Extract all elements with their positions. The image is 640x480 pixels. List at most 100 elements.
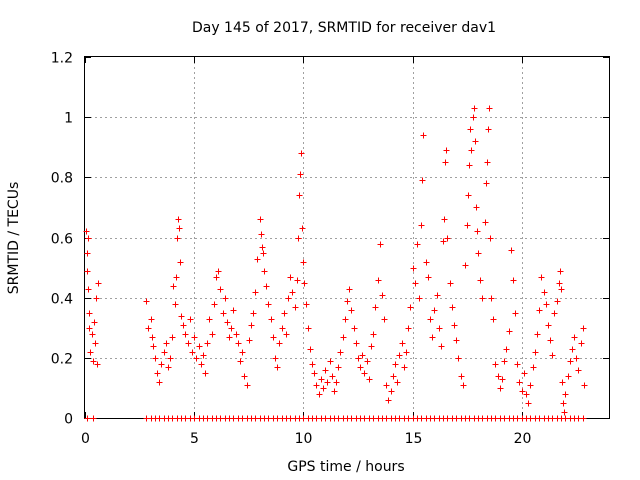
data-point bbox=[464, 222, 471, 229]
data-point bbox=[270, 334, 277, 341]
data-point bbox=[468, 147, 475, 154]
data-point bbox=[222, 295, 229, 302]
data-point bbox=[145, 325, 152, 332]
data-point bbox=[173, 274, 180, 281]
data-point bbox=[488, 295, 495, 302]
data-point bbox=[180, 322, 187, 329]
data-point bbox=[503, 346, 510, 353]
data-point bbox=[558, 286, 565, 293]
data-point bbox=[213, 274, 220, 281]
data-point bbox=[260, 250, 267, 257]
y-tick-label: 0.8 bbox=[51, 171, 73, 187]
data-point bbox=[497, 385, 504, 392]
data-point bbox=[396, 352, 403, 359]
data-point bbox=[377, 241, 384, 248]
data-point bbox=[516, 379, 523, 386]
data-point bbox=[414, 241, 421, 248]
data-point bbox=[86, 325, 93, 332]
data-point bbox=[281, 310, 288, 317]
data-point bbox=[441, 216, 448, 223]
data-point bbox=[331, 388, 338, 395]
data-point bbox=[301, 280, 308, 287]
data-point bbox=[257, 216, 264, 223]
data-point bbox=[226, 334, 233, 341]
x-tick-label: 20 bbox=[514, 431, 532, 447]
data-point bbox=[202, 370, 209, 377]
data-point bbox=[551, 310, 558, 317]
data-point bbox=[519, 388, 526, 395]
data-point bbox=[388, 388, 395, 395]
data-point bbox=[473, 204, 480, 211]
data-point bbox=[560, 400, 567, 407]
data-point bbox=[512, 310, 519, 317]
data-point bbox=[87, 349, 94, 356]
data-point bbox=[580, 325, 587, 332]
data-point bbox=[532, 349, 539, 356]
data-point bbox=[410, 265, 417, 272]
data-point bbox=[390, 373, 397, 380]
data-point bbox=[307, 346, 314, 353]
data-point bbox=[258, 231, 265, 238]
data-point bbox=[287, 274, 294, 281]
data-point bbox=[322, 367, 329, 374]
data-point bbox=[420, 132, 427, 139]
data-point bbox=[265, 301, 272, 308]
data-point bbox=[285, 295, 292, 302]
data-point bbox=[449, 304, 456, 311]
axis-ticks: 0 0.2 0.4 0.6 0.8 1 1.2 0 5 10 15 20 bbox=[51, 51, 609, 447]
data-point bbox=[246, 337, 253, 344]
data-point bbox=[578, 340, 585, 347]
data-point bbox=[167, 355, 174, 362]
data-point bbox=[482, 219, 489, 226]
data-point bbox=[191, 334, 198, 341]
data-point bbox=[351, 325, 358, 332]
data-point bbox=[241, 373, 248, 380]
data-point bbox=[90, 358, 97, 365]
data-point bbox=[252, 289, 259, 296]
data-point bbox=[169, 334, 176, 341]
data-point bbox=[394, 379, 401, 386]
data-point bbox=[530, 364, 537, 371]
data-point bbox=[254, 256, 261, 263]
data-point bbox=[372, 304, 379, 311]
data-point bbox=[556, 280, 563, 287]
data-point bbox=[163, 340, 170, 347]
data-point bbox=[554, 298, 561, 305]
data-point bbox=[283, 331, 290, 338]
data-point bbox=[177, 259, 184, 266]
data-point bbox=[407, 304, 414, 311]
data-point bbox=[581, 382, 588, 389]
data-point bbox=[83, 228, 90, 235]
data-point bbox=[250, 310, 257, 317]
data-point bbox=[470, 114, 477, 121]
data-point bbox=[541, 289, 548, 296]
data-point bbox=[392, 361, 399, 368]
data-point bbox=[200, 352, 207, 359]
data-point bbox=[268, 316, 275, 323]
data-point bbox=[248, 322, 255, 329]
data-point bbox=[337, 349, 344, 356]
data-point bbox=[185, 340, 192, 347]
x-tick-label: 15 bbox=[405, 431, 423, 447]
data-point bbox=[263, 283, 270, 290]
data-point bbox=[313, 382, 320, 389]
data-point bbox=[561, 409, 568, 416]
data-point bbox=[455, 355, 462, 362]
data-point bbox=[447, 280, 454, 287]
data-point bbox=[573, 355, 580, 362]
x-tick-label: 0 bbox=[81, 431, 90, 447]
data-point bbox=[451, 322, 458, 329]
data-point bbox=[91, 319, 98, 326]
data-point bbox=[353, 340, 360, 347]
data-point bbox=[490, 316, 497, 323]
data-point bbox=[423, 259, 430, 266]
data-point bbox=[434, 292, 441, 299]
data-point bbox=[295, 235, 302, 242]
data-point bbox=[272, 355, 279, 362]
x-tick-label: 5 bbox=[190, 431, 199, 447]
data-point bbox=[230, 307, 237, 314]
data-point bbox=[294, 277, 301, 284]
data-point bbox=[198, 361, 205, 368]
chart-title: Day 145 of 2017, SRMTID for receiver dav… bbox=[192, 20, 496, 36]
data-point bbox=[418, 222, 425, 229]
